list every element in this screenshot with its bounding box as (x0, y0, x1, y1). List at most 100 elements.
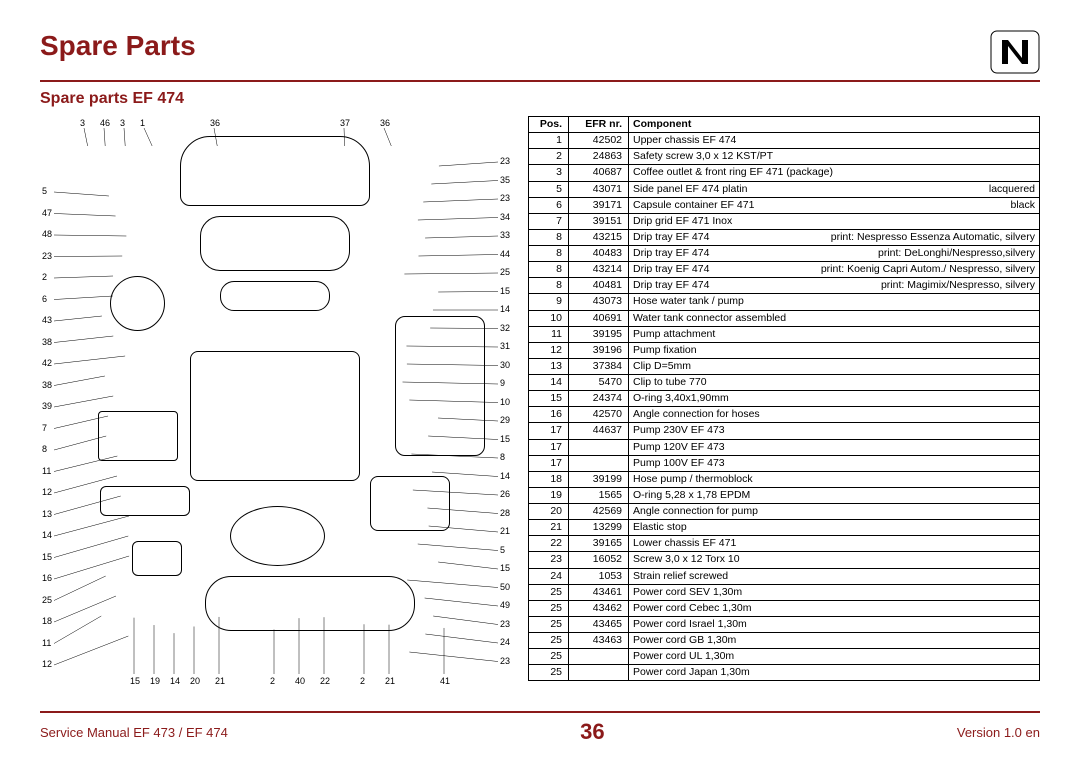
cell-efr: 44637 (569, 423, 629, 439)
diagram-callout: 30 (500, 360, 510, 370)
parts-table: Pos. EFR nr. Component 142502Upper chass… (528, 116, 1040, 681)
cell-efr: 40481 (569, 278, 629, 294)
diagram-callout: 12 (42, 487, 52, 497)
diagram-callout: 28 (500, 508, 510, 518)
diagram-callout: 23 (500, 619, 510, 629)
section-subtitle: Spare parts EF 474 (40, 90, 1040, 108)
diagram-callout: 3 (80, 118, 85, 128)
cell-component: Pump fixation (629, 342, 1040, 358)
table-row: 25 Power cord Japan 1,30m (529, 665, 1040, 681)
cell-pos: 13 (529, 358, 569, 374)
cell-pos: 25 (529, 665, 569, 681)
diagram-callout: 14 (500, 471, 510, 481)
footer-left: Service Manual EF 473 / EF 474 (40, 725, 228, 740)
cell-efr: 39196 (569, 342, 629, 358)
cell-component: Strain relief screwed (629, 568, 1040, 584)
table-row: 1524374O-ring 3,40x1,90mm (529, 391, 1040, 407)
cell-efr: 43465 (569, 616, 629, 632)
cell-pos: 25 (529, 584, 569, 600)
table-row: 2316052Screw 3,0 x 12 Torx 10 (529, 552, 1040, 568)
diagram-callout: 14 (42, 530, 52, 540)
cell-component: Pump 120V EF 473 (629, 439, 1040, 455)
cell-pos: 9 (529, 294, 569, 310)
diagram-callout: 25 (500, 267, 510, 277)
diagram-callout: 15 (500, 563, 510, 573)
diagram-callout: 31 (500, 341, 510, 351)
table-row: 1744637Pump 230V EF 473 (529, 423, 1040, 439)
diagram-callout: 6 (42, 294, 47, 304)
diagram-callout: 34 (500, 212, 510, 222)
diagram-callout: 42 (42, 358, 52, 368)
table-row: 145470Clip to tube 770 (529, 375, 1040, 391)
cell-efr: 43071 (569, 181, 629, 197)
cell-component: O-ring 5,28 x 1,78 EPDM (629, 487, 1040, 503)
cell-pos: 2 (529, 149, 569, 165)
nespresso-logo-icon (990, 30, 1040, 74)
cell-component: Clip to tube 770 (629, 375, 1040, 391)
cell-pos: 17 (529, 439, 569, 455)
diagram-callout: 47 (42, 208, 52, 218)
cell-efr: 37384 (569, 358, 629, 374)
cell-efr (569, 439, 629, 455)
diagram-callout: 18 (42, 616, 52, 626)
cell-pos: 3 (529, 165, 569, 181)
diagram-callout: 5 (500, 545, 505, 555)
diagram-callout: 21 (500, 526, 510, 536)
cell-pos: 24 (529, 568, 569, 584)
table-row: 241053Strain relief screwed (529, 568, 1040, 584)
page-title: Spare Parts (40, 30, 196, 62)
diagram-callout: 33 (500, 230, 510, 240)
table-row: 543071Side panel EF 474 platinlacquered (529, 181, 1040, 197)
diagram-callout: 14 (500, 304, 510, 314)
diagram-callout: 24 (500, 637, 510, 647)
cell-efr (569, 665, 629, 681)
cell-component: Power cord Israel 1,30m (629, 616, 1040, 632)
cell-efr: 40691 (569, 310, 629, 326)
cell-component: Capsule container EF 471black (629, 197, 1040, 213)
cell-component: Power cord Japan 1,30m (629, 665, 1040, 681)
col-pos: Pos. (529, 117, 569, 133)
cell-pos: 23 (529, 552, 569, 568)
cell-pos: 17 (529, 423, 569, 439)
diagram-callout: 36 (380, 118, 390, 128)
cell-pos: 21 (529, 520, 569, 536)
cell-efr: 43463 (569, 633, 629, 649)
diagram-callout: 43 (42, 315, 52, 325)
cell-component: Lower chassis EF 471 (629, 536, 1040, 552)
page-number: 36 (580, 719, 604, 745)
cell-efr: 39165 (569, 536, 629, 552)
cell-component: Drip grid EF 471 Inox (629, 213, 1040, 229)
cell-efr: 13299 (569, 520, 629, 536)
diagram-callout: 5 (42, 186, 47, 196)
diagram-callout: 23 (42, 251, 52, 261)
cell-component: Hose water tank / pump (629, 294, 1040, 310)
diagram-callout: 15 (500, 434, 510, 444)
diagram-callout: 8 (42, 444, 47, 454)
diagram-callout: 25 (42, 595, 52, 605)
table-row: 17 Pump 120V EF 473 (529, 439, 1040, 455)
cell-efr: 39199 (569, 471, 629, 487)
cell-component: Drip tray EF 474print: DeLonghi/Nespress… (629, 246, 1040, 262)
cell-component: Hose pump / thermoblock (629, 471, 1040, 487)
cell-pos: 6 (529, 197, 569, 213)
diagram-callout: 40 (295, 676, 305, 686)
cell-pos: 11 (529, 326, 569, 342)
diagram-callout: 14 (170, 676, 180, 686)
cell-efr (569, 455, 629, 471)
cell-efr: 43461 (569, 584, 629, 600)
diagram-callout: 29 (500, 415, 510, 425)
cell-pos: 19 (529, 487, 569, 503)
cell-efr: 43462 (569, 600, 629, 616)
diagram-callout: 12 (42, 659, 52, 669)
diagram-callout: 23 (500, 656, 510, 666)
diagram-callout: 26 (500, 489, 510, 499)
table-row: 1642570Angle connection for hoses (529, 407, 1040, 423)
cell-component: Angle connection for hoses (629, 407, 1040, 423)
cell-component: Power cord GB 1,30m (629, 633, 1040, 649)
cell-efr: 24863 (569, 149, 629, 165)
table-row: 1839199Hose pump / thermoblock (529, 471, 1040, 487)
cell-pos: 25 (529, 616, 569, 632)
diagram-callout: 44 (500, 249, 510, 259)
cell-pos: 8 (529, 278, 569, 294)
cell-efr: 24374 (569, 391, 629, 407)
